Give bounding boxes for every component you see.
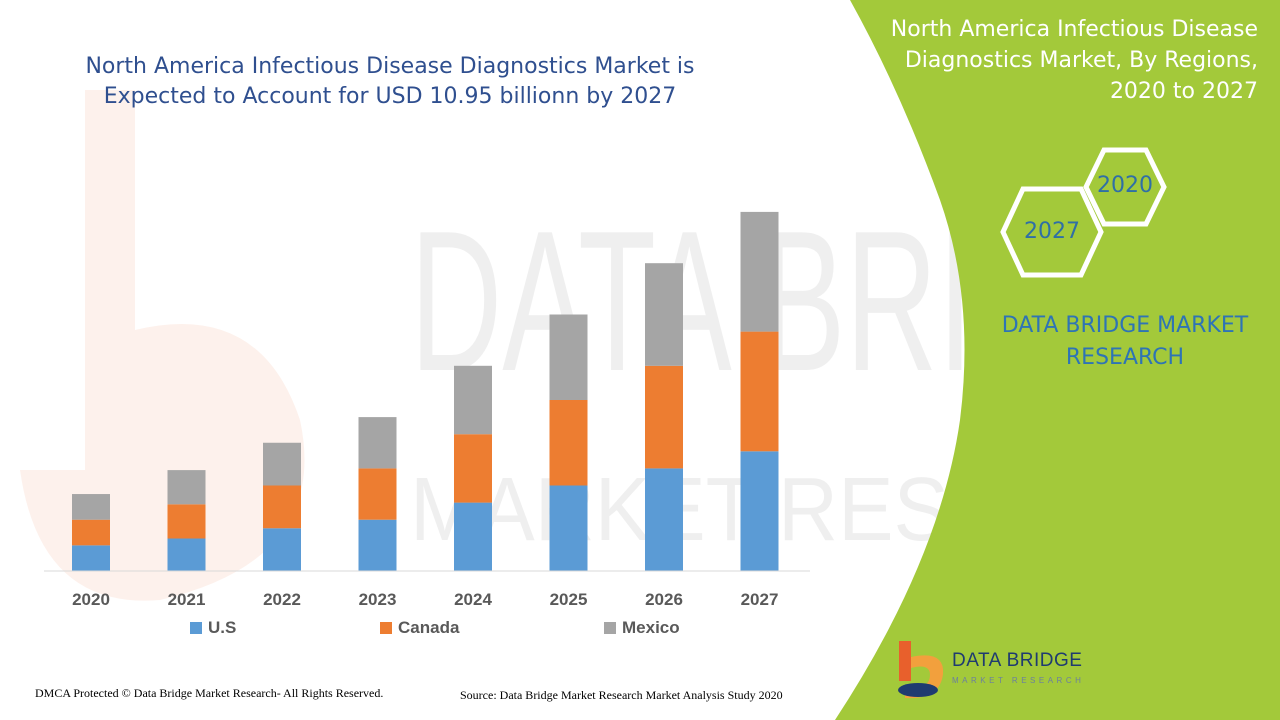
logo-mark <box>898 641 944 699</box>
bar-us-2022 <box>263 528 301 571</box>
bar-mexico-2025 <box>549 314 588 400</box>
bar-mexico-2021 <box>167 470 206 505</box>
legend-item-canada: Canada <box>380 617 459 639</box>
legend-item-us: U.S <box>190 617 236 639</box>
bar-us-2021 <box>167 538 206 571</box>
legend-swatch-mexico <box>604 622 616 634</box>
x-tick-label-2027: 2027 <box>741 590 779 609</box>
legend-swatch-us <box>190 622 202 634</box>
bar-mexico-2023 <box>358 417 397 469</box>
panel-title: North America Infectious Disease Diagnos… <box>890 17 1258 104</box>
bar-mexico-2020 <box>72 494 110 520</box>
bar-canada-2025 <box>549 400 588 486</box>
bar-us-2024 <box>454 502 492 571</box>
bar-canada-2022 <box>263 485 301 529</box>
bar-mexico-2026 <box>645 263 683 366</box>
bar-canada-2024 <box>454 434 492 503</box>
logo-name: DATA BRIDGE <box>952 650 1083 671</box>
bar-us-2020 <box>72 545 110 571</box>
dmca-notice: DMCA Protected © Data Bridge Market Rese… <box>35 686 384 700</box>
x-tick-label-2022: 2022 <box>263 590 301 609</box>
source-note: Source: Data Bridge Market Research Mark… <box>460 688 783 702</box>
bar-mexico-2024 <box>454 365 492 435</box>
hexagon-2027 <box>1000 186 1104 278</box>
x-tick-label-2023: 2023 <box>359 590 397 609</box>
hex-label-2027: 2027 <box>1024 219 1080 244</box>
legend-label-mexico: Mexico <box>622 618 680 637</box>
bar-mexico-2027 <box>740 211 779 332</box>
legend-swatch-canada <box>380 622 392 634</box>
bar-mexico-2022 <box>263 442 301 486</box>
hex-label-2020: 2020 <box>1097 173 1153 198</box>
x-tick-label-2025: 2025 <box>550 590 588 609</box>
bar-us-2026 <box>645 468 683 571</box>
legend-item-mexico: Mexico <box>604 617 680 639</box>
side-panel-background <box>835 0 1280 720</box>
bar-group <box>72 211 779 571</box>
legend-label-canada: Canada <box>398 618 460 637</box>
x-tick-label-2026: 2026 <box>645 590 683 609</box>
bar-us-2025 <box>549 485 588 571</box>
bar-canada-2027 <box>740 331 779 452</box>
chart-title: North America Infectious Disease Diagnos… <box>85 54 695 109</box>
bar-canada-2021 <box>167 504 206 539</box>
legend-label-us: U.S <box>208 618 237 637</box>
x-tick-label-2024: 2024 <box>454 590 492 609</box>
bar-canada-2020 <box>72 519 110 546</box>
bar-us-2027 <box>740 451 779 571</box>
bar-us-2023 <box>358 519 397 571</box>
brand-name: DATA BRIDGE MARKET RESEARCH <box>1001 313 1249 370</box>
logo-tagline: MARKET RESEARCH <box>952 676 1085 685</box>
bar-canada-2023 <box>358 468 397 520</box>
x-tick-label-2021: 2021 <box>168 590 206 609</box>
x-tick-label-2020: 2020 <box>72 590 110 609</box>
x-tick-labels: 2020 2021 2022 2023 2024 2025 2026 2027 <box>72 590 778 609</box>
hexagon-2020 <box>1083 147 1167 227</box>
bar-canada-2026 <box>645 365 683 469</box>
